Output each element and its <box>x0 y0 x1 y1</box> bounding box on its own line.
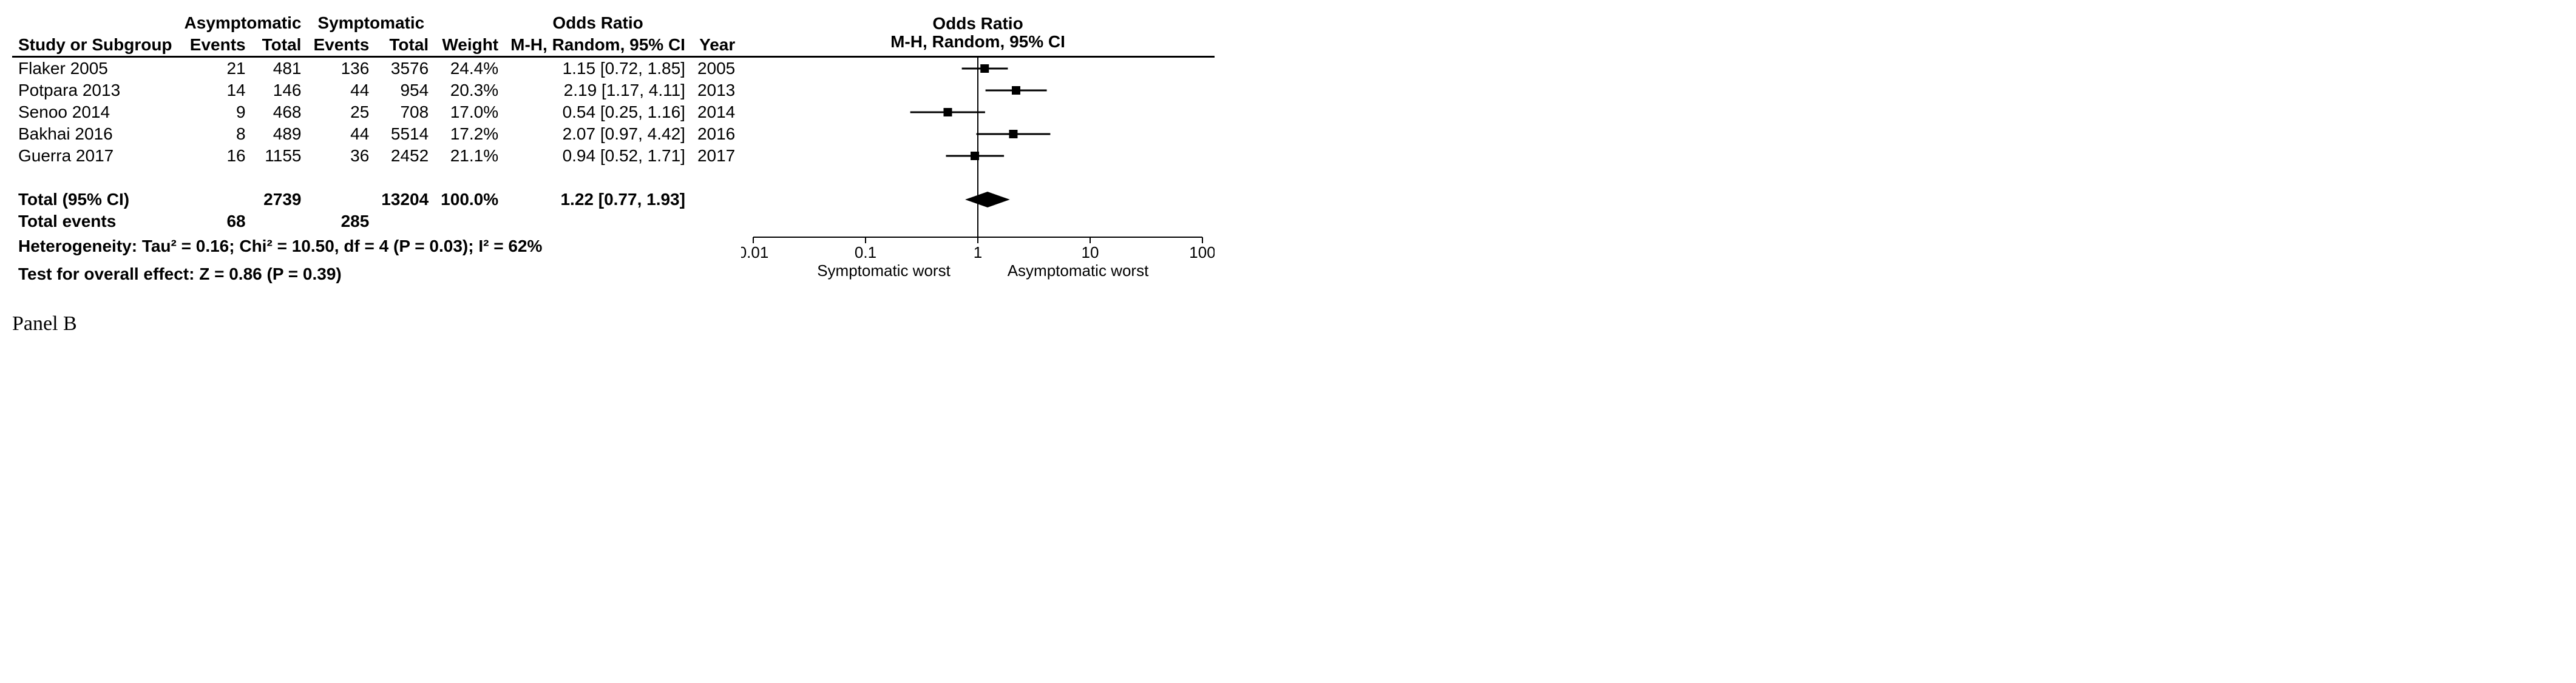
overall-effect-text: Test for overall effect: Z = 0.86 (P = 0… <box>12 260 741 288</box>
total-events-label: Total events <box>12 210 178 232</box>
year-cell: 2014 <box>691 101 741 123</box>
sym-ev: 36 <box>307 145 375 167</box>
svg-text:Asymptomatic worst: Asymptomatic worst <box>1008 261 1149 280</box>
sym-tot: 2452 <box>375 145 435 167</box>
total-sym-tot: 13204 <box>375 189 435 210</box>
spacer-row <box>12 167 1215 189</box>
year-cell: 2016 <box>691 123 741 145</box>
panel-label: Panel B <box>12 312 2564 335</box>
weight-cell: 17.0% <box>435 101 504 123</box>
sym-tot: 708 <box>375 101 435 123</box>
sym-ev: 44 <box>307 123 375 145</box>
hdr-empty3 <box>691 12 741 34</box>
sym-tot: 954 <box>375 79 435 101</box>
table-row: Flaker 200521481136357624.4%1.15 [0.72, … <box>12 57 1215 80</box>
study-cell: Senoo 2014 <box>12 101 178 123</box>
hdr-study: Study or Subgroup <box>12 34 178 57</box>
study-cell: Guerra 2017 <box>12 145 178 167</box>
weight-cell: 24.4% <box>435 57 504 80</box>
weight-cell: 21.1% <box>435 145 504 167</box>
forest-plot-container: Asymptomatic Symptomatic Odds Ratio Odds… <box>12 12 2564 288</box>
asym-tot: 1155 <box>252 145 308 167</box>
study-cell: Bakhai 2016 <box>12 123 178 145</box>
hdr-sym-group: Symptomatic <box>307 12 435 34</box>
heterogeneity-row: Heterogeneity: Tau² = 0.16; Chi² = 10.50… <box>12 232 1215 260</box>
svg-text:Odds Ratio: Odds Ratio <box>933 14 1023 33</box>
year-cell: 2005 <box>691 57 741 80</box>
total-asym-tot: 2739 <box>252 189 308 210</box>
svg-text:Symptomatic worst: Symptomatic worst <box>817 261 951 280</box>
sym-ev: 25 <box>307 101 375 123</box>
plot-cell <box>741 101 1215 123</box>
total-row: Total (95% CI) 2739 13204100.0%1.22 [0.77,… <box>12 189 1215 210</box>
total-events-sym: 285 <box>307 210 375 232</box>
svg-text:M-H, Random, 95% CI: M-H, Random, 95% CI <box>890 32 1065 51</box>
plot-cell <box>741 123 1215 145</box>
axis-cell: 0.01 0.1 1 10 100 Symptomatic worst Asymptomat… <box>741 232 1215 288</box>
year-cell: 2017 <box>691 145 741 167</box>
weight-cell: 20.3% <box>435 79 504 101</box>
total-plot-cell <box>741 189 1215 210</box>
sym-ev: 44 <box>307 79 375 101</box>
hdr-sym-tot: Total <box>375 34 435 57</box>
forest-table: Asymptomatic Symptomatic Odds Ratio Odds… <box>12 12 1215 288</box>
or-cell: 2.19 [1.17, 4.11] <box>504 79 691 101</box>
or-cell: 0.54 [0.25, 1.16] <box>504 101 691 123</box>
year-cell: 2013 <box>691 79 741 101</box>
asym-ev: 21 <box>178 57 252 80</box>
svg-text:0.01: 0.01 <box>741 243 768 261</box>
asym-ev: 16 <box>178 145 252 167</box>
asym-tot: 468 <box>252 101 308 123</box>
hdr-asym-group: Asymptomatic <box>178 12 308 34</box>
asym-ev: 14 <box>178 79 252 101</box>
study-cell: Flaker 2005 <box>12 57 178 80</box>
asym-tot: 146 <box>252 79 308 101</box>
svg-text:1: 1 <box>974 243 982 261</box>
table-row: Senoo 201494682570817.0%0.54 [0.25, 1.16… <box>12 101 1215 123</box>
hdr-weight: Weight <box>435 34 504 57</box>
svg-text:100: 100 <box>1190 243 1215 261</box>
asym-ev: 9 <box>178 101 252 123</box>
weight-cell: 17.2% <box>435 123 504 145</box>
hdr-sym-ev: Events <box>307 34 375 57</box>
hdr-or-sub: M-H, Random, 95% CI <box>504 34 691 57</box>
table-row: Guerra 201716115536245221.1%0.94 [0.52, … <box>12 145 1215 167</box>
plot-cell <box>741 145 1215 167</box>
or-cell: 2.07 [0.97, 4.42] <box>504 123 691 145</box>
asym-tot: 489 <box>252 123 308 145</box>
total-or: 1.22 [0.77, 1.93] <box>504 189 691 210</box>
svg-text:0.1: 0.1 <box>855 243 876 261</box>
sym-tot: 5514 <box>375 123 435 145</box>
or-cell: 1.15 [0.72, 1.85] <box>504 57 691 80</box>
hdr-asym-ev: Events <box>178 34 252 57</box>
sym-ev: 136 <box>307 57 375 80</box>
hdr-asym-tot: Total <box>252 34 308 57</box>
asym-ev: 8 <box>178 123 252 145</box>
total-label: Total (95% CI) <box>12 189 178 210</box>
table-row: Potpara 2013141464495420.3%2.19 [1.17, 4… <box>12 79 1215 101</box>
plot-cell <box>741 79 1215 101</box>
hdr-empty2 <box>435 12 504 34</box>
total-events-asym: 68 <box>178 210 252 232</box>
plot-cell <box>741 57 1215 80</box>
te-plot-cell <box>741 210 1215 232</box>
total-events-row: Total events68 285 <box>12 210 1215 232</box>
hdr-year: Year <box>691 34 741 57</box>
total-weight: 100.0% <box>435 189 504 210</box>
heterogeneity-text: Heterogeneity: Tau² = 0.16; Chi² = 10.50… <box>12 232 741 260</box>
plot-header-cell: Odds RatioM-H, Random, 95% CI <box>741 12 1215 57</box>
study-cell: Potpara 2013 <box>12 79 178 101</box>
hdr-empty <box>12 12 178 34</box>
table-row: Bakhai 2016848944551417.2%2.07 [0.97, 4.… <box>12 123 1215 145</box>
or-cell: 0.94 [0.52, 1.71] <box>504 145 691 167</box>
asym-tot: 481 <box>252 57 308 80</box>
sym-tot: 3576 <box>375 57 435 80</box>
svg-text:10: 10 <box>1082 243 1099 261</box>
hdr-or-top: Odds Ratio <box>504 12 691 34</box>
